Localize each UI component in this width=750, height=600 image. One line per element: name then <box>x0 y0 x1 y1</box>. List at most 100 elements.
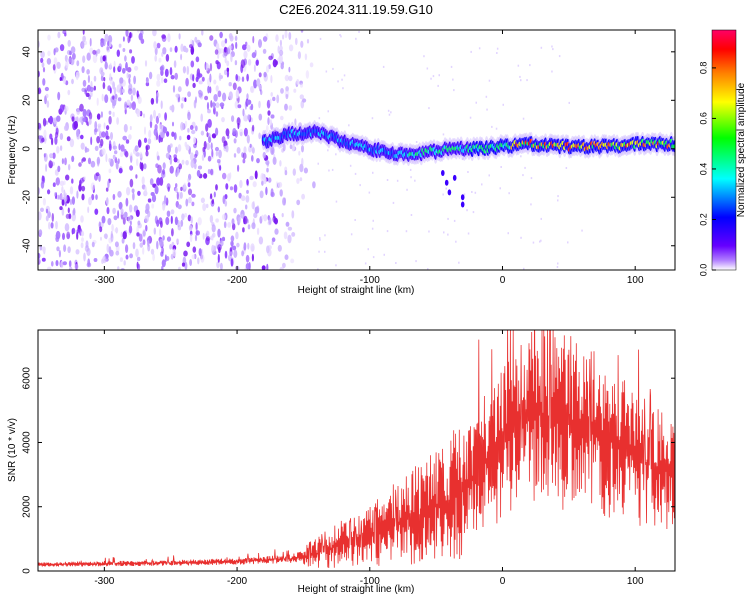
spectral-noise-mark <box>123 211 128 219</box>
spectral-noise-mark <box>100 39 104 48</box>
spectral-sparse-mark <box>452 78 454 81</box>
spectral-noise-mark <box>234 100 239 109</box>
spectral-noise-mark <box>193 162 197 170</box>
spectral-noise-mark <box>112 193 116 201</box>
spectral-sparse-mark <box>423 55 425 58</box>
spectral-noise-mark <box>120 208 124 216</box>
spectral-noise-mark <box>303 167 308 174</box>
spectral-noise-mark <box>258 100 261 109</box>
spectral-noise-mark <box>252 181 257 188</box>
spectral-noise-mark <box>156 219 160 227</box>
spectral-sparse-mark <box>410 176 412 179</box>
y-tick-label: 2000 <box>22 495 33 518</box>
spectral-noise-mark <box>162 168 166 175</box>
spectral-noise-mark <box>158 134 161 143</box>
spectral-noise-mark <box>207 169 211 174</box>
spectral-sparse-mark <box>342 87 344 90</box>
spectral-sparse-mark <box>519 75 521 78</box>
spectral-noise-mark <box>166 183 171 190</box>
spectral-noise-mark <box>49 133 53 140</box>
spectral-noise-mark <box>59 133 64 140</box>
spectral-noise-mark <box>300 83 303 88</box>
spectral-noise-mark <box>266 167 269 173</box>
spectral-noise-mark <box>68 260 72 268</box>
spectral-noise-mark <box>154 136 157 141</box>
spectral-noise-mark <box>201 30 204 36</box>
spectral-noise-mark <box>178 33 181 40</box>
spectral-noise-mark <box>136 109 141 118</box>
spectral-noise-mark <box>204 95 209 101</box>
spectral-noise-mark <box>101 215 106 224</box>
spectral-noise-mark <box>160 69 164 76</box>
spectral-noise-mark <box>197 42 202 48</box>
spectral-noise-mark <box>259 190 264 199</box>
spectral-noise-mark <box>71 196 75 205</box>
spectral-noise-mark <box>172 248 177 257</box>
spectral-sparse-mark <box>540 239 542 242</box>
spectral-noise-mark <box>59 206 63 211</box>
spectral-noise-mark <box>156 240 159 250</box>
spectral-sparse-mark <box>348 124 350 127</box>
spectral-noise-mark <box>222 53 227 58</box>
spectral-noise-mark <box>45 208 49 214</box>
spectral-noise-mark <box>291 210 295 219</box>
spectral-noise-mark <box>96 156 101 165</box>
spectral-sparse-mark <box>488 174 490 177</box>
spectral-noise-mark <box>153 227 156 235</box>
spectral-noise-mark <box>136 232 140 237</box>
spectral-sparse-mark <box>526 79 528 82</box>
spectral-noise-mark <box>190 216 193 224</box>
spectral-noise-mark <box>114 150 118 155</box>
spectral-noise-mark <box>142 247 145 255</box>
spectral-noise-mark <box>222 172 227 180</box>
spectral-noise-mark <box>38 187 41 195</box>
spectral-noise-mark <box>125 61 128 71</box>
spectral-noise-mark <box>177 144 182 152</box>
spectral-noise-mark <box>67 39 71 47</box>
spectral-sparse-mark <box>486 108 488 111</box>
spectral-noise-mark <box>242 44 247 51</box>
spectral-noise-mark <box>234 35 238 42</box>
spectral-noise-mark <box>282 143 286 152</box>
spectral-noise-mark <box>279 45 283 51</box>
spectral-noise-mark <box>236 147 241 154</box>
spectral-noise-mark <box>52 64 56 71</box>
spectral-noise-mark <box>157 113 161 118</box>
spectral-noise-mark <box>195 222 198 231</box>
spectral-sparse-mark <box>540 46 543 49</box>
spectral-noise-mark <box>266 263 269 270</box>
spectral-noise-mark <box>58 250 62 258</box>
spectral-noise-mark <box>40 57 44 64</box>
spectral-noise-mark <box>236 242 240 248</box>
spectral-noise-mark <box>68 213 72 220</box>
spectral-noise-mark <box>279 189 283 197</box>
spectral-noise-mark <box>93 75 97 82</box>
y-tick-label: 4000 <box>22 431 33 454</box>
spectral-noise-mark <box>186 65 190 75</box>
spectral-noise-mark <box>120 231 123 238</box>
spectral-noise-mark <box>220 40 226 48</box>
spectral-noise-mark <box>215 150 219 157</box>
spectral-noise-mark <box>243 146 247 154</box>
spectral-noise-mark <box>81 237 84 242</box>
spectral-noise-mark <box>185 77 189 87</box>
colorbar-axis: 0.0 0.2 0.4 0.6 0.8 <box>698 62 716 276</box>
spectral-noise-mark <box>61 208 65 216</box>
spectral-noise-mark <box>42 78 46 86</box>
spectral-noise-mark <box>224 38 228 44</box>
ridge-spur-mark <box>447 189 452 196</box>
spectral-noise-mark <box>173 132 177 141</box>
spectral-noise-mark <box>294 118 297 126</box>
spectral-noise-mark <box>251 124 255 132</box>
spectral-noise-mark <box>117 97 122 102</box>
spectral-sparse-mark <box>341 78 343 81</box>
spectral-noise-mark <box>161 247 165 254</box>
spectral-noise-mark <box>178 163 182 170</box>
spectral-noise-mark <box>103 77 106 82</box>
spectral-sparse-mark <box>530 177 533 180</box>
spectral-noise-mark <box>160 100 163 109</box>
spectral-sparse-mark <box>517 64 520 67</box>
spectral-noise-mark <box>305 70 310 79</box>
spectral-noise-mark <box>116 49 121 57</box>
spectral-noise-mark <box>93 85 97 91</box>
